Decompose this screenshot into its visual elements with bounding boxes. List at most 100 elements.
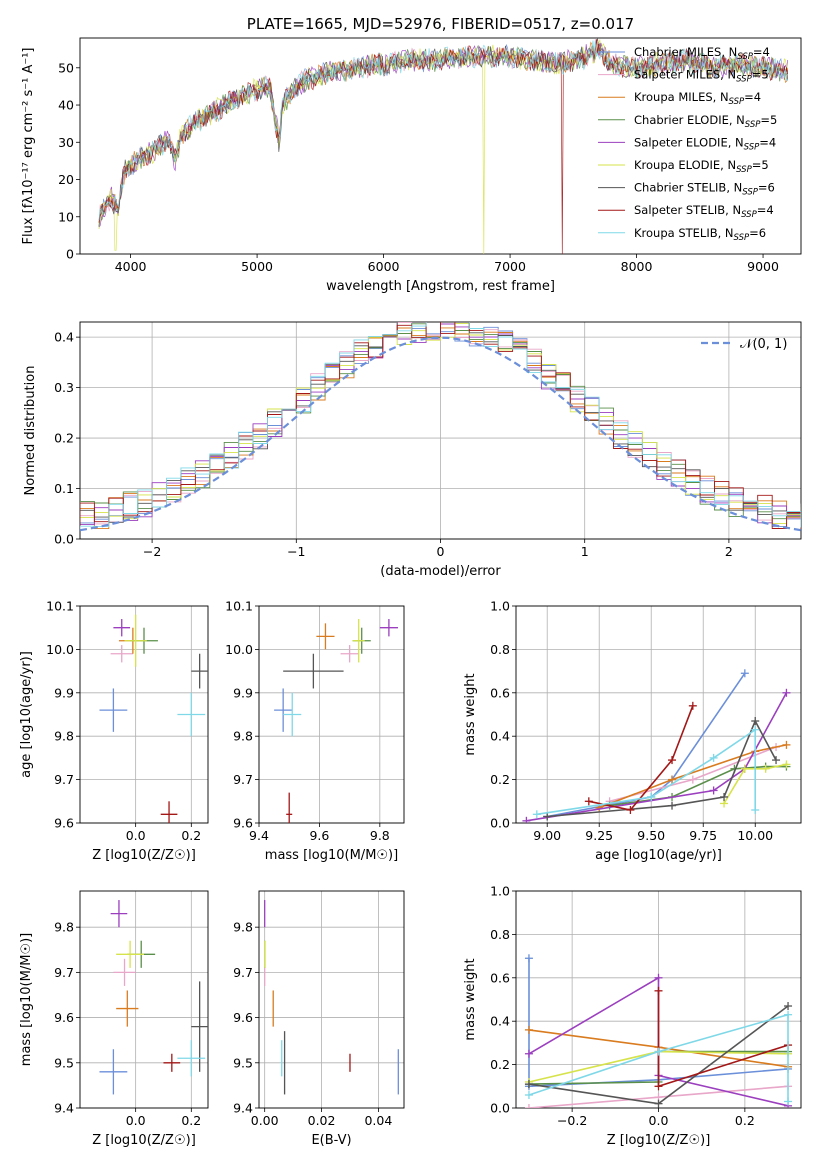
y-tick-label: 9.6 bbox=[233, 1010, 253, 1025]
y-tick-label: 0.6 bbox=[490, 685, 510, 700]
legend-label-main: Chabrier MILES, N bbox=[634, 45, 737, 59]
spectrum-series-line bbox=[98, 38, 789, 228]
x-axis-label: Z [log10(Z/Z☉)] bbox=[92, 1133, 196, 1148]
y-tick-label: 9.8 bbox=[54, 920, 74, 935]
plot-frame bbox=[515, 890, 802, 1109]
x-tick-label: 9.25 bbox=[585, 828, 613, 843]
x-axis-label: Z [log10(Z/Z☉)] bbox=[92, 848, 196, 863]
y-tick-label: 9.9 bbox=[54, 685, 74, 700]
x-tick-label: 10.00 bbox=[737, 828, 773, 843]
x-axis-label: (data-model)/error bbox=[380, 564, 501, 579]
legend-label: Kroupa MILES, NSSP=4 bbox=[634, 90, 761, 107]
x-axis-label: wavelength [Angstrom, rest frame] bbox=[326, 279, 555, 294]
x-tick-label: 9.4 bbox=[249, 828, 269, 843]
weight-vs-age-lines bbox=[522, 669, 791, 823]
x-tick-label: 0.2 bbox=[181, 828, 201, 843]
legend-label-sub: SSP bbox=[745, 120, 761, 130]
y-tick-label: 0.0 bbox=[490, 816, 510, 831]
legend-label-main: Chabrier STELIB, N bbox=[634, 181, 742, 195]
legend-label: Chabrier ELODIE, NSSP=5 bbox=[634, 113, 777, 130]
y-tick-label: 9.5 bbox=[233, 1055, 253, 1070]
y-tick-label: 10.0 bbox=[46, 642, 74, 657]
weight-series-line bbox=[528, 1013, 789, 1102]
weight-series-line bbox=[526, 692, 788, 822]
age-vs-Z-axes: 0.0 0.2 9.6 9.7 9.8 9.9 10.0 10.1 Z [log10(Z/Z☉)… bbox=[19, 599, 209, 863]
y-axis-label: mass weight bbox=[463, 673, 478, 755]
y-tick-label: 9.7 bbox=[233, 965, 253, 980]
legend-label-main: Salpeter MILES, N bbox=[634, 68, 736, 82]
y-axis-label: age [log10(age/yr)] bbox=[19, 651, 34, 778]
legend-label: Kroupa STELIB, NSSP=6 bbox=[634, 226, 766, 243]
legend-label-tail: =5 bbox=[760, 113, 777, 127]
y-tick-label: 9.8 bbox=[54, 729, 74, 744]
x-tick-label: 0.02 bbox=[308, 1113, 336, 1128]
x-tick-label: 9000 bbox=[747, 259, 779, 274]
y-tick-label: 0.2 bbox=[490, 772, 510, 787]
legend-label-sub: SSP bbox=[729, 97, 745, 107]
y-axis-label: mass [log10(M/M☉)] bbox=[19, 933, 34, 1066]
age-vs-Z-points bbox=[99, 614, 208, 823]
x-tick-label: 0 bbox=[437, 544, 445, 559]
x-axis-label: mass [log10(M/M☉)] bbox=[265, 848, 398, 863]
y-tick-label: 9.6 bbox=[54, 816, 74, 831]
y-tick-label: 0.1 bbox=[54, 481, 74, 496]
legend-label-main: Kroupa STELIB, N bbox=[634, 226, 734, 240]
plot-frame bbox=[258, 890, 405, 1109]
y-tick-label: 9.9 bbox=[233, 685, 253, 700]
y-tick-label: 0.4 bbox=[54, 330, 74, 345]
y-tick-label: 10.1 bbox=[225, 599, 253, 614]
legend-label-sub: SSP bbox=[734, 233, 750, 243]
x-tick-label: 0.2 bbox=[735, 1113, 755, 1128]
age-vs-mass-points bbox=[274, 619, 398, 823]
y-tick-label: 0 bbox=[66, 247, 74, 262]
spectrum-lines bbox=[98, 38, 789, 254]
y-axis-label: mass weight bbox=[463, 958, 478, 1040]
legend-label-main: Kroupa MILES, N bbox=[634, 90, 729, 104]
legend-label: Salpeter ELODIE, NSSP=4 bbox=[634, 135, 776, 152]
x-tick-label: 4000 bbox=[115, 259, 147, 274]
plot-frame bbox=[79, 605, 209, 824]
y-tick-label: 9.5 bbox=[54, 1055, 74, 1070]
y-tick-label: 0.4 bbox=[490, 1014, 510, 1029]
y-tick-label: 9.6 bbox=[54, 1010, 74, 1025]
x-tick-label: 0.0 bbox=[126, 828, 146, 843]
x-tick-label: −1 bbox=[287, 544, 305, 559]
y-tick-label: 9.4 bbox=[233, 1101, 253, 1116]
legend-label-sub: SSP bbox=[737, 52, 753, 62]
x-tick-label: 0.2 bbox=[181, 1113, 201, 1128]
legend-label-tail: =4 bbox=[744, 90, 761, 104]
spectrum-series-line bbox=[98, 40, 788, 221]
weight-vs-Z-axes: −0.2 0.0 0.2 0.0 0.2 0.4 0.6 0.8 1.0 Z [log10(Z/Z… bbox=[463, 884, 802, 1148]
y-tick-label: 10.0 bbox=[225, 642, 253, 657]
legend-label-sub: SSP bbox=[736, 165, 752, 175]
y-axis-label: Normed distribution bbox=[23, 366, 38, 496]
gaussian-curve bbox=[80, 336, 801, 532]
y-tick-label: 10.1 bbox=[46, 599, 74, 614]
y-tick-label: 0.3 bbox=[54, 380, 74, 395]
spectrum-series-line bbox=[98, 44, 789, 223]
y-tick-label: 20 bbox=[58, 172, 74, 187]
legend-label-tail: =5 bbox=[752, 158, 769, 172]
y-axis-label: Flux [fλ10⁻¹⁷ erg cm⁻² s⁻¹ A⁻¹] bbox=[21, 48, 36, 245]
x-axis-label: Z [log10(Z/Z☉)] bbox=[607, 1133, 711, 1148]
legend-label-sub: SSP bbox=[744, 142, 760, 152]
x-tick-label: 9.00 bbox=[533, 828, 561, 843]
legend-label-sub: SSP bbox=[736, 75, 752, 85]
residual-legend: 𝒩(0, 1) bbox=[701, 337, 787, 352]
x-axis-label: age [log10(age/yr)] bbox=[595, 848, 722, 863]
legend-label-main: Chabrier ELODIE, N bbox=[634, 113, 745, 127]
y-tick-label: 0.8 bbox=[490, 927, 510, 942]
y-tick-label: 9.4 bbox=[54, 1101, 74, 1116]
x-tick-label: 9.8 bbox=[370, 828, 390, 843]
plot-frame bbox=[79, 37, 802, 255]
weight-series-line bbox=[588, 705, 694, 811]
x-axis-label: E(B-V) bbox=[311, 1133, 351, 1148]
legend-label-main: Salpeter STELIB, N bbox=[634, 203, 741, 217]
y-tick-label: 9.6 bbox=[233, 816, 253, 831]
y-tick-label: 0.4 bbox=[490, 729, 510, 744]
mass-vs-Z-axes: 0.0 0.2 9.4 9.5 9.6 9.7 9.8 Z [log10(Z/Z☉)] mass… bbox=[19, 890, 209, 1148]
x-tick-label: 2 bbox=[725, 544, 733, 559]
